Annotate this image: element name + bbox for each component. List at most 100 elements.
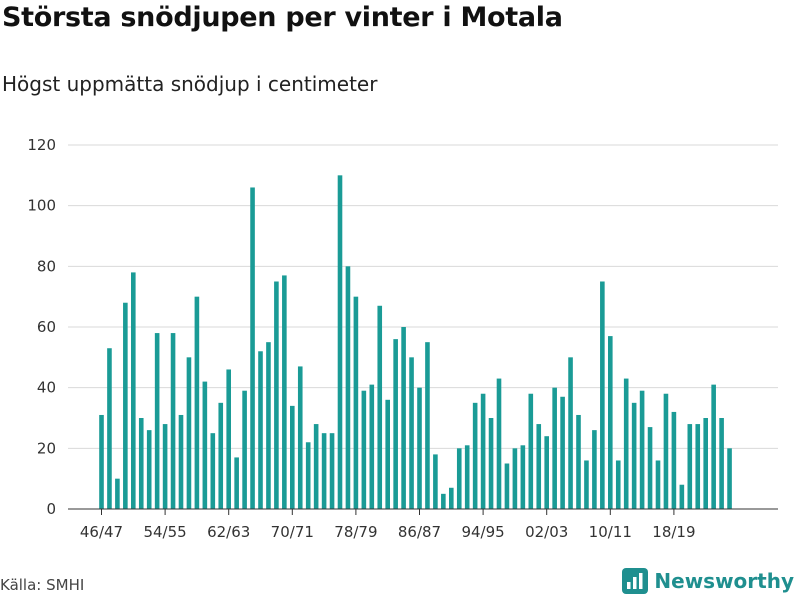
bar [274, 281, 279, 509]
bar [464, 445, 470, 509]
y-tick-label: 20 [37, 439, 56, 457]
bar [663, 393, 669, 509]
bar [504, 463, 510, 509]
bar [488, 418, 494, 509]
x-tick-label: 62/63 [207, 523, 250, 541]
x-tick-label: 10/11 [589, 523, 632, 541]
bar [647, 427, 653, 509]
bar [703, 418, 708, 509]
bar [472, 402, 478, 509]
x-tick-label: 46/47 [80, 523, 123, 541]
x-tick-label: 54/55 [143, 523, 186, 541]
bar [552, 387, 557, 509]
bar [290, 405, 295, 509]
x-tick-label: 18/19 [652, 523, 695, 541]
bar [600, 281, 605, 509]
brand-logo: Newsworthy [622, 568, 794, 594]
x-axis: 46/47 54/55 62/63 70/71 78/79 86/87 94/95 02/03… [68, 508, 778, 541]
bar [623, 378, 629, 509]
bar [131, 272, 136, 509]
bar [361, 390, 367, 509]
bar [282, 275, 287, 509]
brand-name: Newsworthy [654, 569, 794, 593]
bar [210, 433, 216, 509]
bar [631, 402, 637, 509]
bar [671, 411, 677, 509]
bar [321, 433, 327, 509]
bar [297, 366, 303, 509]
bar [393, 339, 398, 509]
bar [592, 430, 597, 509]
bar [441, 493, 446, 509]
bar [115, 478, 120, 509]
bar [409, 357, 414, 509]
bar [615, 460, 621, 509]
bars [99, 175, 732, 509]
bar [266, 342, 271, 509]
bar [576, 414, 581, 509]
x-tick-label: 02/03 [525, 523, 568, 541]
bar [711, 384, 716, 509]
bar [679, 484, 685, 509]
bar [258, 351, 263, 509]
bar [345, 266, 351, 509]
y-tick-label: 120 [27, 136, 56, 154]
y-tick-label: 60 [37, 318, 56, 336]
chart-title: Största snödjupen per vinter i Motala [2, 2, 563, 33]
bar [568, 357, 573, 509]
bar [544, 436, 549, 509]
bar [305, 442, 311, 509]
bar [186, 357, 192, 509]
bar [425, 342, 430, 509]
bar [727, 448, 732, 509]
y-tick-label: 40 [37, 379, 56, 397]
y-axis: 0 20 40 60 80 100 120 [27, 136, 56, 518]
x-tick-label: 70/71 [271, 523, 314, 541]
bar [639, 390, 645, 509]
source-label: Källa: SMHI [0, 576, 85, 594]
bar [99, 414, 104, 509]
bar [234, 457, 239, 509]
bar [687, 424, 693, 509]
bar [401, 327, 406, 509]
bar [560, 396, 565, 509]
bar [123, 302, 128, 509]
bar [719, 418, 724, 509]
bar [369, 384, 375, 509]
x-tick-label: 78/79 [334, 523, 377, 541]
bar [520, 445, 526, 509]
bar [250, 187, 255, 509]
bar [107, 348, 112, 509]
bar [178, 414, 184, 509]
bar [337, 175, 343, 509]
y-tick-label: 100 [27, 197, 56, 215]
bar [162, 424, 168, 509]
bar [385, 399, 390, 509]
bar [695, 424, 701, 509]
bar [154, 333, 160, 509]
bar [528, 393, 534, 509]
bar [449, 487, 454, 509]
bar [456, 448, 462, 509]
bar [138, 418, 144, 509]
bar [146, 430, 152, 509]
gridlines [68, 144, 778, 449]
bar [655, 460, 661, 509]
bar [536, 424, 542, 509]
bar [226, 369, 231, 509]
bar [496, 378, 502, 509]
bar [433, 454, 438, 509]
bar [218, 402, 224, 509]
bar [353, 296, 359, 509]
bar [480, 393, 486, 509]
bar [170, 333, 176, 509]
bar [512, 448, 518, 509]
newsworthy-logo-icon [622, 568, 649, 594]
bar [194, 296, 200, 509]
bar [313, 424, 319, 509]
bar [329, 433, 335, 509]
bar [417, 387, 422, 509]
bar [242, 390, 247, 509]
bar [608, 336, 613, 509]
